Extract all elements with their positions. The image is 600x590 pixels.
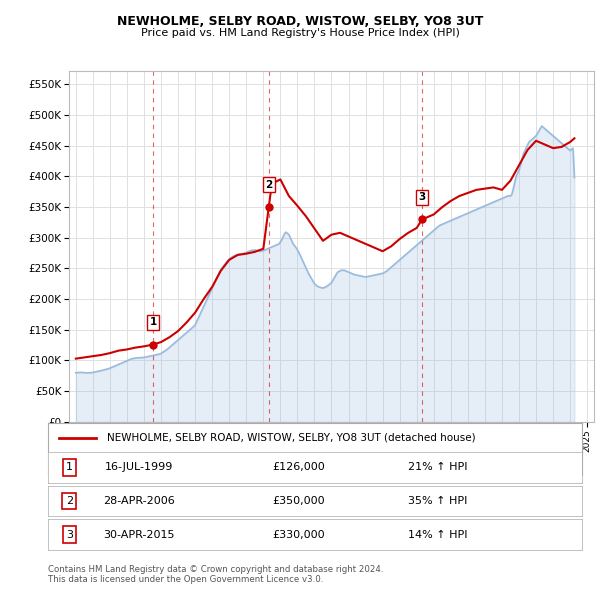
Text: 28-APR-2006: 28-APR-2006 bbox=[103, 496, 175, 506]
Text: 21% ↑ HPI: 21% ↑ HPI bbox=[408, 463, 467, 472]
Text: 1: 1 bbox=[66, 463, 73, 472]
Text: Price paid vs. HM Land Registry's House Price Index (HPI): Price paid vs. HM Land Registry's House … bbox=[140, 28, 460, 38]
Text: 16-JUL-1999: 16-JUL-1999 bbox=[104, 463, 173, 472]
Text: NEWHOLME, SELBY ROAD, WISTOW, SELBY, YO8 3UT (detached house): NEWHOLME, SELBY ROAD, WISTOW, SELBY, YO8… bbox=[107, 432, 475, 442]
Text: 14% ↑ HPI: 14% ↑ HPI bbox=[408, 530, 467, 539]
Text: £330,000: £330,000 bbox=[272, 530, 325, 539]
Text: NEWHOLME, SELBY ROAD, WISTOW, SELBY, YO8 3UT: NEWHOLME, SELBY ROAD, WISTOW, SELBY, YO8… bbox=[117, 15, 483, 28]
Text: 2: 2 bbox=[66, 496, 73, 506]
Text: Contains HM Land Registry data © Crown copyright and database right 2024.
This d: Contains HM Land Registry data © Crown c… bbox=[48, 565, 383, 584]
Text: 35% ↑ HPI: 35% ↑ HPI bbox=[408, 496, 467, 506]
Text: 3: 3 bbox=[419, 192, 426, 202]
Text: 30-APR-2015: 30-APR-2015 bbox=[103, 530, 175, 539]
Text: 2: 2 bbox=[265, 180, 272, 190]
Text: 3: 3 bbox=[66, 530, 73, 539]
Text: £126,000: £126,000 bbox=[272, 463, 325, 472]
Text: HPI: Average price, detached house, North Yorkshire: HPI: Average price, detached house, Nort… bbox=[107, 455, 379, 466]
Text: 1: 1 bbox=[149, 317, 157, 327]
Text: £350,000: £350,000 bbox=[272, 496, 325, 506]
